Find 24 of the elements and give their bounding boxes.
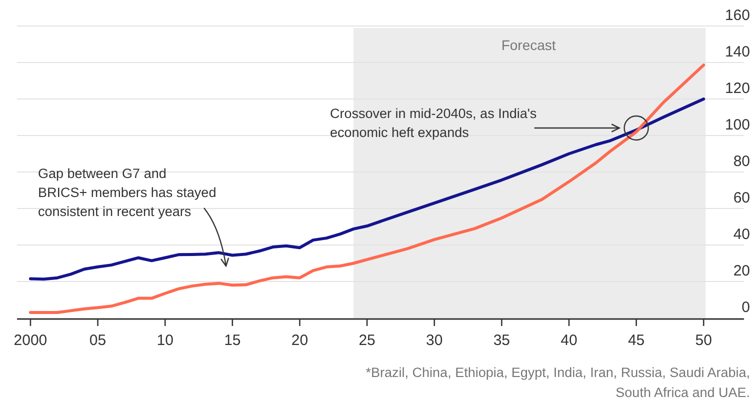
band-label: Forecast	[501, 37, 556, 53]
y-tick-label: 120	[724, 80, 750, 97]
y-tick-label: 0	[742, 299, 750, 316]
y-tick-label: 140	[724, 44, 750, 60]
x-tick-label: 40	[560, 332, 578, 349]
x-tick-label: 25	[358, 332, 376, 349]
x-tick-label: 30	[426, 332, 443, 349]
x-tick-label: 05	[89, 332, 106, 349]
x-tick-label: 35	[493, 332, 510, 349]
x-tick-label: 20	[291, 332, 308, 349]
y-tick-label: 20	[733, 262, 750, 280]
text: *Brazil, China, Ethiopia, Egypt, India, Iran, Russia, Saudi Arabia, South Africa and UAE.	[366, 365, 750, 400]
y-tick-label: 80	[733, 153, 750, 170]
annotation: Crossover in mid-2040s, as India's economic heft expands	[330, 106, 537, 140]
y-tick-label: 40	[733, 226, 750, 243]
y-tick-label: 60	[733, 190, 750, 206]
x-tick-label: 2000	[14, 332, 48, 349]
x-tick-label: 45	[628, 332, 645, 349]
y-tick-label: 160	[724, 7, 750, 24]
annotation: Gap between G7 and BRICS+ members has stayed consistent in recent years	[38, 166, 216, 219]
x-tick-label: 10	[156, 332, 174, 349]
x-tick-label: 50	[695, 332, 712, 349]
y-tick-label: 100	[724, 116, 750, 134]
x-tick-label: 15	[224, 332, 241, 349]
